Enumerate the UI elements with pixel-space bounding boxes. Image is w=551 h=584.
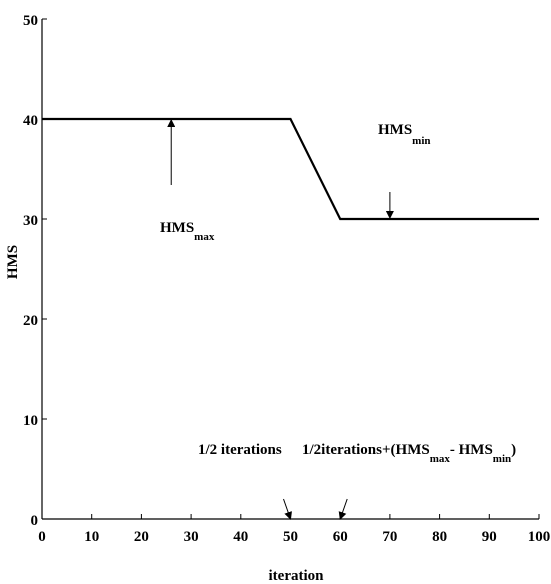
half-iterations-plus-arrow — [338, 498, 348, 520]
hms-max-sub: max — [194, 231, 215, 243]
x-ticks: 0 10 20 30 40 50 60 70 80 90 100 — [38, 514, 550, 545]
x-tick-label: 50 — [283, 529, 298, 545]
x-tick-label: 20 — [134, 529, 149, 545]
y-tick-label: 50 — [23, 13, 38, 29]
y-tick-label: 10 — [23, 413, 38, 429]
x-tick-label: 10 — [84, 529, 99, 545]
x-tick-label: 60 — [333, 529, 348, 545]
y-tick-label: 20 — [23, 313, 38, 329]
y-tick-label: 0 — [31, 513, 39, 529]
half-iterations-label: 1/2 iterations — [198, 442, 282, 458]
half-plus-sub2: min — [493, 453, 511, 465]
x-tick-label: 30 — [184, 529, 199, 545]
x-tick-label: 100 — [528, 529, 551, 545]
x-tick-label: 70 — [382, 529, 397, 545]
hms-min-main: HMS — [378, 122, 412, 138]
x-tick-label: 0 — [38, 529, 46, 545]
hms-min-sub: min — [412, 135, 430, 147]
hms-min-label: HMSmin — [378, 122, 431, 147]
hms-max-label: HMSmax — [160, 220, 215, 243]
x-tick-label: 40 — [233, 529, 248, 545]
half-plus-prefix: 1/2iterations+(HMS — [302, 442, 430, 458]
x-axis-title: iteration — [269, 568, 325, 584]
y-tick-label: 40 — [23, 113, 38, 129]
series-line-0 — [42, 117, 539, 221]
series-layer — [42, 117, 539, 221]
y-tick-label: 30 — [23, 213, 38, 229]
half-plus-sub1: max — [430, 453, 451, 465]
x-tick-label: 80 — [432, 529, 447, 545]
hms-max-main: HMS — [160, 220, 194, 236]
half-plus-suffix: ) — [511, 442, 516, 458]
x-tick-label: 90 — [482, 529, 497, 545]
annotations: HMSmax HMSmin 1/2 iterations 1/2iteratio… — [160, 119, 516, 520]
y-axis-title: HMS — [5, 245, 21, 279]
half-iterations-plus-label: 1/2iterations+(HMSmax- HMSmin) — [302, 442, 516, 465]
half-iterations-arrow — [283, 498, 292, 520]
half-plus-middle: - HMS — [450, 442, 493, 458]
y-ticks: 0 10 20 30 40 50 — [23, 13, 47, 529]
